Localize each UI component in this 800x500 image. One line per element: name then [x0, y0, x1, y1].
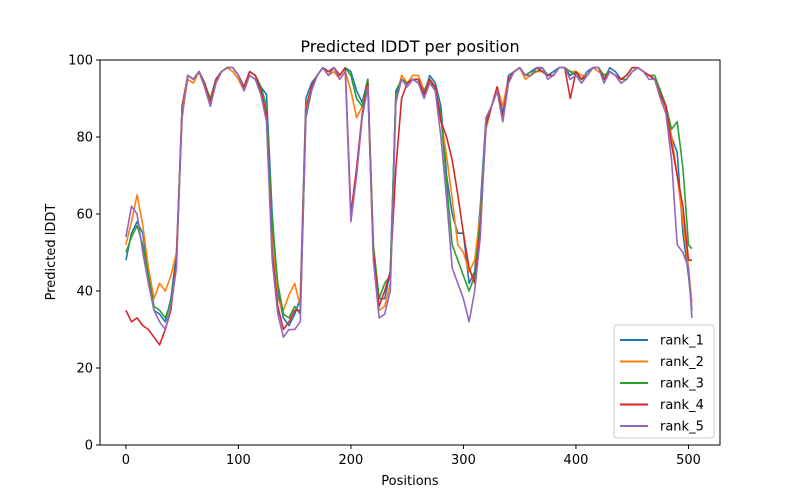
legend: rank_1 rank_2 rank_3 rank_4 rank_5: [613, 324, 715, 439]
plot-area: [99, 59, 721, 446]
legend-label-rank-5: rank_5: [660, 420, 704, 435]
x-tick-label: 200: [339, 453, 364, 468]
x-tick-label: 400: [564, 453, 589, 468]
y-tick-label: 80: [76, 131, 93, 146]
x-tick-label: 500: [676, 453, 701, 468]
y-tick-label: 20: [76, 362, 93, 377]
legend-label-rank-3: rank_3: [660, 377, 704, 392]
plot-frame: [99, 59, 721, 446]
y-tick-label: 60: [76, 208, 93, 223]
legend-label-rank-4: rank_4: [660, 398, 704, 413]
series-lines: [125, 66, 693, 346]
x-tick-label: 300: [451, 453, 476, 468]
y-tick-label: 40: [76, 285, 93, 300]
legend-label-rank-2: rank_2: [660, 355, 704, 370]
legend-box: [613, 324, 715, 439]
y-axis-ticks: 0 20 40 60 80 100: [68, 54, 100, 454]
x-axis-label: Positions: [381, 474, 439, 489]
x-tick-label: 100: [226, 453, 251, 468]
x-tick-label: 0: [122, 453, 130, 468]
chart-title: Predicted lDDT per position: [300, 37, 519, 56]
y-axis-label: Predicted lDDT: [44, 204, 59, 301]
series-line-rank-5: [125, 66, 693, 339]
legend-label-rank-1: rank_1: [660, 334, 704, 349]
y-tick-label: 100: [68, 54, 93, 69]
y-tick-label: 0: [85, 439, 93, 454]
x-axis-ticks: 0 100 200 300 400 500: [122, 445, 701, 468]
